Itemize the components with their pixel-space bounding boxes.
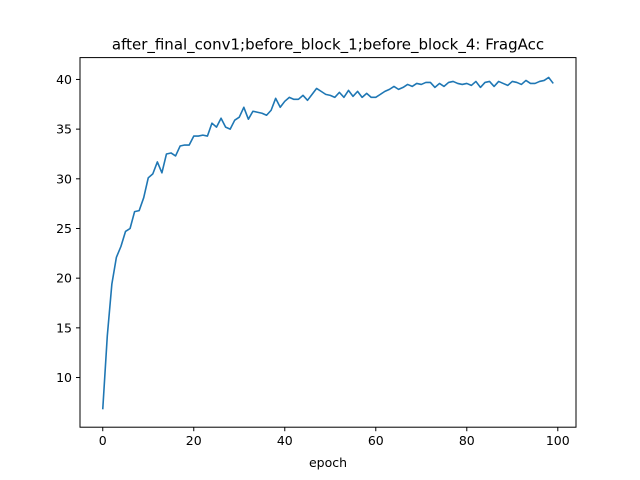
y-tick-label: 35 bbox=[56, 122, 72, 137]
chart-title: after_final_conv1;before_block_1;before_… bbox=[112, 36, 544, 55]
x-axis: 0 20 40 60 80 100 bbox=[99, 427, 570, 448]
y-tick-label: 30 bbox=[56, 171, 72, 186]
plot-area bbox=[101, 76, 554, 410]
y-tick-label: 25 bbox=[56, 221, 72, 236]
y-tick-label: 10 bbox=[56, 370, 72, 385]
x-axis-label: epoch bbox=[309, 455, 347, 470]
series-line-0 bbox=[101, 76, 554, 410]
x-tick-label: 80 bbox=[459, 433, 475, 448]
y-tick-label: 40 bbox=[56, 72, 72, 87]
x-tick-label: 100 bbox=[546, 433, 570, 448]
x-tick-label: 20 bbox=[186, 433, 202, 448]
x-tick-label: 40 bbox=[277, 433, 293, 448]
axes-frame bbox=[79, 57, 577, 428]
y-tick-label: 20 bbox=[56, 271, 72, 286]
x-tick-label: 0 bbox=[99, 433, 107, 448]
x-tick-label: 60 bbox=[368, 433, 384, 448]
y-axis: 10 15 20 25 30 35 40 bbox=[56, 72, 80, 385]
y-tick-label: 15 bbox=[56, 320, 72, 335]
